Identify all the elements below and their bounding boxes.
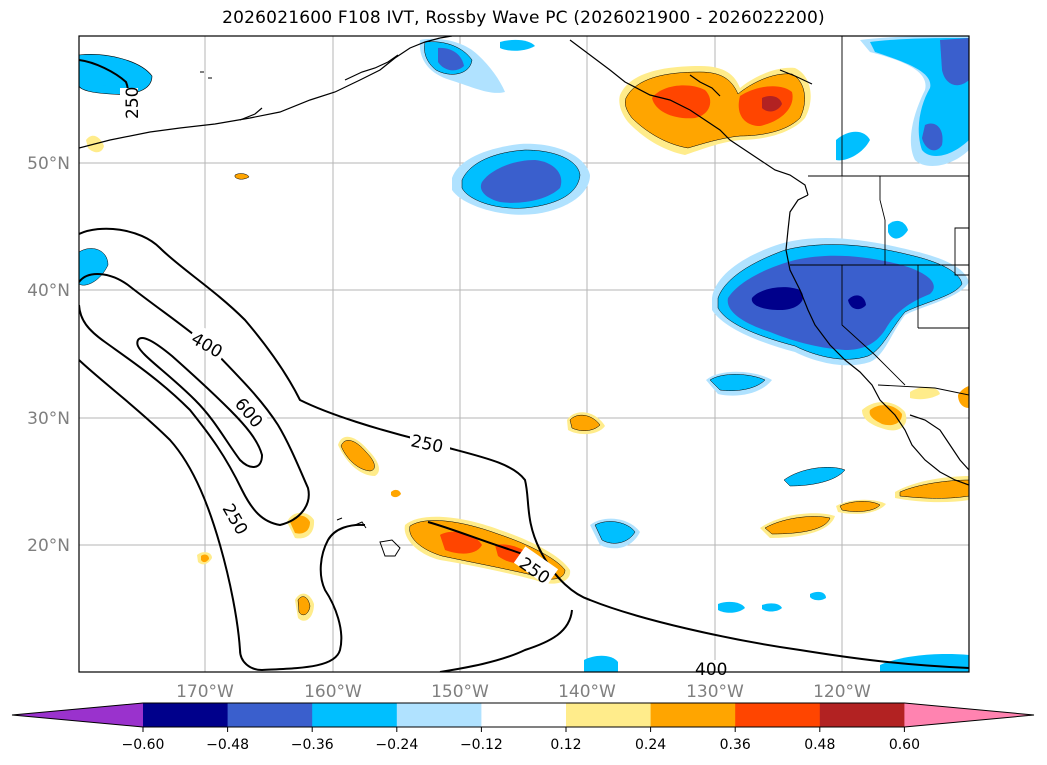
colorbar-tick-label: −0.12 (460, 737, 503, 753)
colorbar-segment (481, 703, 567, 727)
negative-anomaly-regions (79, 36, 969, 672)
lon-label-170w: 170°W (176, 682, 234, 702)
islands (200, 71, 401, 557)
colorbar-tick-label: 0.24 (635, 737, 666, 753)
hawaii-island (379, 539, 401, 557)
lon-label-130w: 130°W (686, 682, 744, 702)
longitude-labels: 170°W 160°W 150°W 140°W 130°W 120°W (176, 682, 871, 702)
colorbar-tick-label: 0.60 (889, 737, 920, 753)
colorbar-segment (227, 703, 313, 727)
colorbar-segment (396, 703, 482, 727)
lat-label-50n: 50°N (27, 154, 70, 174)
colorbar-segment (143, 703, 229, 727)
contour-400-bottom (439, 609, 573, 672)
lon-label-150w: 150°W (431, 682, 489, 702)
lon-label-160w: 160°W (304, 682, 362, 702)
contour-600 (136, 337, 264, 468)
colorbar-segment (650, 703, 736, 727)
lat-label-20n: 20°N (27, 536, 70, 556)
colorbar-segment (566, 703, 652, 727)
colorbar-tick-label: −0.48 (206, 737, 249, 753)
colorbar-segment (735, 703, 821, 727)
ivt-contours (79, 59, 969, 672)
contour-250-inner (79, 273, 310, 527)
lat-label-30n: 30°N (27, 409, 70, 429)
colorbar-tick-label: 0.48 (804, 737, 835, 753)
contour-label-400-bottom: 400 (695, 660, 727, 680)
map-title: 2026021600 F108 IVT, Rossby Wave PC (202… (222, 8, 825, 28)
colorbar-segment (312, 703, 398, 727)
contour-250-south (79, 359, 366, 672)
political-boundaries (790, 36, 969, 396)
contour-250-west-loop (79, 227, 969, 669)
colorbar-tick-label: 0.12 (550, 737, 581, 753)
colorbar-tick-label: −0.36 (291, 737, 334, 753)
colorbar-segment (819, 703, 905, 727)
positive-anomaly-regions (86, 66, 969, 621)
colorbar-tick-label: −0.24 (375, 737, 418, 753)
colorbar-extend-low (12, 703, 143, 727)
colorbar: −0.60 −0.48 −0.36 −0.24 −0.12 0.12 0.24 0.36 0.4… (11, 702, 1035, 753)
colorbar-tick-label: 0.36 (720, 737, 751, 753)
lon-label-120w: 120°W (813, 682, 871, 702)
contour-label-250-nw: 250 (123, 87, 143, 119)
latitude-labels: 50°N 40°N 30°N 20°N (27, 154, 70, 556)
map-frame (78, 35, 970, 673)
coastlines (79, 36, 969, 486)
lat-label-40n: 40°N (27, 281, 70, 301)
colorbar-tick-label: −0.60 (122, 737, 165, 753)
lon-label-140w: 140°W (558, 682, 616, 702)
colorbar-extend-high (904, 703, 1034, 727)
